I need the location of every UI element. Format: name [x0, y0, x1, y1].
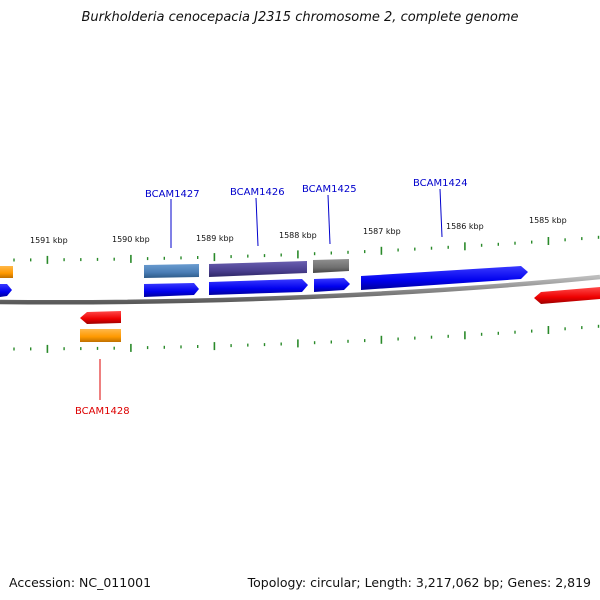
scale-label-1590: 1590 kbp: [112, 235, 150, 244]
leader-bcam1424: [439, 188, 443, 238]
orange-feature-left[interactable]: [0, 266, 13, 278]
gene-label-bcam1428[interactable]: BCAM1428: [75, 406, 130, 417]
accession-text: Accession: NC_011001: [9, 575, 152, 590]
gene-arrow-bcam1428[interactable]: [80, 311, 121, 324]
scale-label-1586: 1586 kbp: [446, 222, 484, 231]
inner-tick-ring: [13, 324, 600, 353]
map-title: Burkholderia cenocepacia J2315 chromosom…: [81, 10, 519, 25]
backbone-ring: [0, 274, 600, 305]
gene-arrow-reverse-right[interactable]: [534, 287, 600, 304]
leader-bcam1425: [327, 194, 331, 245]
gray-feature-bcam1425[interactable]: [313, 259, 349, 273]
leader-bcam1426: [255, 197, 259, 247]
forward-strand-track: [0, 266, 528, 297]
gene-arrow-bcam1424[interactable]: [361, 266, 528, 290]
gene-label-bcam1426[interactable]: BCAM1426: [230, 187, 285, 198]
slate-feature-bcam1426[interactable]: [209, 261, 307, 277]
gene-arrow-left-edge[interactable]: [0, 284, 12, 297]
scale-label-1591: 1591 kbp: [30, 236, 68, 245]
scale-label-1585: 1585 kbp: [529, 216, 567, 225]
gene-label-bcam1427[interactable]: BCAM1427: [145, 189, 200, 200]
orange-feature-bcam1428[interactable]: [80, 329, 121, 342]
feature-track-upper: [0, 259, 349, 278]
scale-label-1587: 1587 kbp: [363, 227, 401, 236]
gene-label-bcam1425[interactable]: BCAM1425: [302, 184, 357, 195]
gene-label-bcam1424[interactable]: BCAM1424: [413, 178, 468, 189]
steel-feature-bcam1427[interactable]: [144, 264, 199, 278]
scale-label-1588: 1588 kbp: [279, 231, 317, 240]
scale-label-1589: 1589 kbp: [196, 234, 234, 243]
gene-label-leaders: [99, 188, 443, 400]
gene-arrow-bcam1425[interactable]: [314, 278, 350, 292]
genome-summary-text: Topology: circular; Length: 3,217,062 bp…: [247, 575, 591, 590]
gene-arrow-bcam1426[interactable]: [209, 279, 308, 295]
outer-tick-ring: [13, 235, 600, 264]
reverse-strand-track: [80, 287, 600, 324]
gene-labels: BCAM1427 BCAM1426 BCAM1425 BCAM1424 BCAM…: [75, 178, 468, 417]
gene-arrow-bcam1427[interactable]: [144, 283, 199, 297]
scale-labels: 1591 kbp 1590 kbp 1589 kbp 1588 kbp 1587…: [30, 216, 567, 245]
